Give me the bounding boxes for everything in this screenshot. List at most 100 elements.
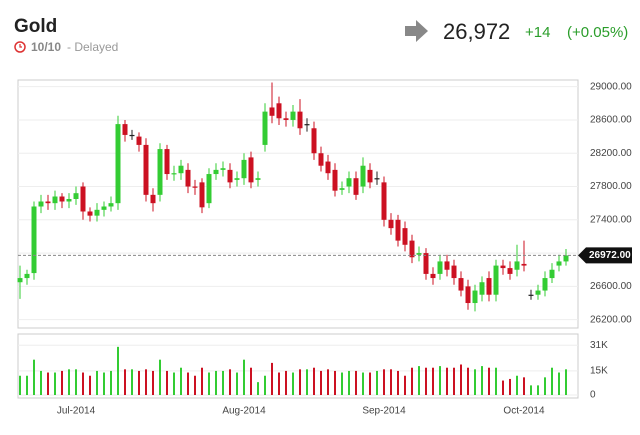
volume-bar: [460, 364, 462, 395]
candle-body: [556, 261, 562, 266]
candle-body: [108, 203, 114, 207]
volume-bar: [537, 385, 539, 395]
candle-body: [234, 178, 240, 180]
volume-tick-label: 0: [590, 390, 596, 401]
candle-body: [157, 149, 163, 195]
candle-body: [444, 261, 450, 270]
candle-body: [563, 255, 569, 262]
candle-body: [479, 282, 485, 295]
candle-body: [381, 182, 387, 220]
volume-bar: [467, 367, 469, 395]
x-tick-label: Aug-2014: [222, 406, 266, 417]
volume-bar: [355, 370, 357, 395]
volume-bar: [19, 375, 21, 395]
candle-body: [500, 265, 506, 269]
candle-body: [31, 206, 37, 274]
volume-bar: [481, 366, 483, 395]
candle-body: [94, 209, 100, 216]
volume-bar: [33, 359, 35, 395]
candle-body: [87, 211, 93, 216]
volume-bar: [502, 380, 504, 395]
volume-bar: [173, 372, 175, 395]
volume-bar: [530, 385, 532, 395]
volume-bar: [418, 366, 420, 395]
candle-body: [290, 111, 296, 120]
volume-bar: [194, 375, 196, 395]
candle-body: [59, 196, 65, 202]
volume-bar: [138, 370, 140, 395]
volume-tick-label: 15K: [590, 366, 608, 377]
volume-bar: [474, 369, 476, 395]
candle-body: [52, 196, 58, 204]
volume-bar: [145, 369, 147, 395]
candle-body: [423, 253, 429, 274]
candle-body: [353, 178, 359, 195]
candle-body: [206, 174, 212, 204]
quote-date: 10/10: [31, 40, 61, 54]
candle-body: [17, 278, 23, 283]
y-tick-label: 26600.00: [590, 281, 632, 292]
candle-body: [514, 261, 520, 270]
y-tick-label: 27400.00: [590, 214, 632, 225]
candle-body: [269, 107, 275, 116]
volume-bar: [439, 366, 441, 395]
candle-body: [150, 194, 156, 204]
candle-body: [332, 169, 338, 191]
volume-bar: [348, 370, 350, 395]
candle-body: [451, 265, 457, 279]
candle-body: [241, 159, 247, 179]
volume-bar: [292, 372, 294, 395]
volume-bar: [103, 372, 105, 395]
candle-body: [80, 186, 86, 212]
candle-body: [318, 153, 324, 166]
candle-body: [304, 124, 310, 126]
last-price: 26,972: [443, 19, 510, 44]
volume-bar: [229, 369, 231, 395]
volume-bar: [523, 377, 525, 395]
candle-body: [255, 178, 261, 180]
candle-body: [437, 261, 443, 274]
candle-body: [45, 201, 51, 204]
trend-arrow: [405, 20, 428, 42]
candle-body: [395, 219, 401, 241]
volume-bar: [159, 359, 161, 395]
volume-bar: [313, 367, 315, 395]
volume-bar: [40, 370, 42, 395]
volume-bar: [278, 372, 280, 395]
volume-panel: [17, 333, 579, 399]
volume-bar: [390, 369, 392, 395]
candle-body: [297, 111, 303, 129]
x-tick-label: Oct-2014: [503, 406, 545, 417]
candle-body: [521, 263, 527, 266]
candle-body: [430, 273, 436, 279]
candle-body: [164, 149, 170, 175]
candle-body: [283, 118, 289, 120]
candle-body: [101, 206, 107, 210]
volume-bar: [96, 370, 98, 395]
volume-bar: [47, 372, 49, 395]
candle-body: [115, 124, 121, 204]
volume-bar: [250, 367, 252, 395]
candle-body: [472, 290, 478, 304]
y-tick-label: 29000.00: [590, 81, 632, 92]
candle-body: [213, 169, 219, 175]
volume-tick-label: 31K: [590, 340, 608, 351]
volume-bar: [551, 367, 553, 395]
volume-bar: [299, 369, 301, 395]
volume-bar: [397, 370, 399, 395]
volume-bar: [222, 370, 224, 395]
candle-body: [220, 168, 226, 170]
price-change-pct: (+0.05%): [567, 24, 628, 41]
volume-bar: [124, 369, 126, 395]
candle-body: [486, 278, 492, 295]
volume-bar: [236, 372, 238, 395]
volume-bar: [383, 369, 385, 395]
volume-bar: [117, 346, 119, 395]
volume-bar: [516, 375, 518, 395]
candle-body: [535, 290, 541, 295]
volume-bar: [341, 372, 343, 395]
volume-bar: [558, 372, 560, 395]
volume-bar: [369, 372, 371, 395]
volume-bar: [61, 370, 63, 395]
